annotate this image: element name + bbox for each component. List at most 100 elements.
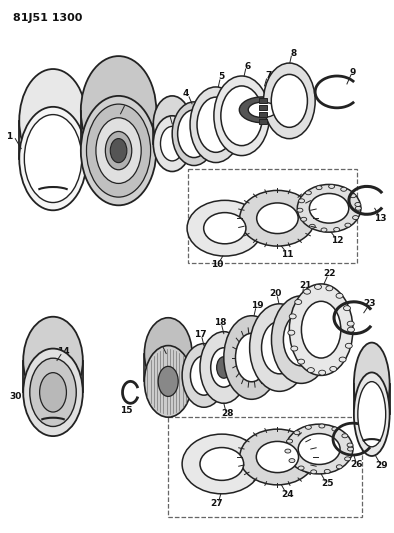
Bar — [258, 105, 266, 110]
Ellipse shape — [23, 317, 83, 404]
Ellipse shape — [289, 284, 353, 375]
Ellipse shape — [264, 63, 315, 139]
Text: 24: 24 — [281, 490, 294, 499]
Ellipse shape — [355, 206, 361, 211]
Ellipse shape — [285, 449, 291, 453]
Ellipse shape — [355, 203, 361, 206]
Text: 16: 16 — [154, 340, 167, 349]
Ellipse shape — [153, 116, 191, 172]
Text: 29: 29 — [375, 462, 388, 471]
Ellipse shape — [236, 333, 268, 382]
Ellipse shape — [316, 185, 322, 190]
Ellipse shape — [30, 358, 76, 426]
Ellipse shape — [336, 293, 343, 298]
Ellipse shape — [305, 191, 311, 195]
Ellipse shape — [298, 434, 340, 464]
Ellipse shape — [299, 199, 305, 203]
Ellipse shape — [347, 321, 354, 326]
Ellipse shape — [345, 457, 351, 461]
Ellipse shape — [301, 301, 341, 358]
Ellipse shape — [344, 305, 350, 311]
Ellipse shape — [158, 366, 178, 397]
Ellipse shape — [200, 448, 243, 480]
Ellipse shape — [40, 373, 67, 412]
Text: 20: 20 — [269, 289, 282, 298]
Ellipse shape — [330, 367, 337, 372]
Ellipse shape — [182, 344, 226, 407]
Ellipse shape — [160, 126, 184, 161]
Ellipse shape — [345, 223, 351, 227]
Ellipse shape — [339, 357, 346, 362]
Text: 4: 4 — [183, 90, 189, 99]
Ellipse shape — [287, 439, 293, 443]
Ellipse shape — [256, 441, 299, 473]
Ellipse shape — [256, 203, 298, 233]
Text: 17: 17 — [194, 330, 206, 339]
Ellipse shape — [342, 434, 348, 438]
Text: 14: 14 — [57, 347, 69, 356]
Text: 19: 19 — [251, 301, 264, 310]
Ellipse shape — [294, 431, 300, 435]
Bar — [168, 417, 362, 516]
Ellipse shape — [307, 368, 314, 373]
Ellipse shape — [309, 224, 315, 228]
Text: 5: 5 — [219, 72, 225, 82]
Ellipse shape — [353, 215, 359, 220]
Ellipse shape — [250, 304, 309, 391]
Ellipse shape — [224, 316, 279, 399]
Ellipse shape — [285, 424, 353, 474]
Ellipse shape — [110, 139, 127, 163]
Ellipse shape — [96, 118, 141, 183]
Ellipse shape — [271, 75, 307, 127]
Ellipse shape — [81, 96, 156, 205]
Ellipse shape — [297, 208, 303, 212]
Text: 15: 15 — [120, 406, 133, 415]
Ellipse shape — [298, 466, 304, 470]
Ellipse shape — [326, 286, 333, 291]
Text: 30: 30 — [9, 392, 22, 401]
Ellipse shape — [329, 184, 335, 188]
Ellipse shape — [153, 96, 191, 151]
Text: 81J51 1300: 81J51 1300 — [13, 13, 83, 23]
Ellipse shape — [354, 373, 390, 456]
Ellipse shape — [295, 300, 302, 304]
Ellipse shape — [214, 76, 269, 156]
Ellipse shape — [221, 86, 262, 146]
Ellipse shape — [319, 424, 325, 428]
Ellipse shape — [283, 313, 319, 366]
Text: 21: 21 — [299, 281, 312, 290]
Text: 26: 26 — [351, 461, 363, 470]
Ellipse shape — [144, 318, 192, 389]
Ellipse shape — [311, 470, 317, 474]
Ellipse shape — [248, 102, 277, 118]
Ellipse shape — [190, 87, 242, 163]
Ellipse shape — [321, 228, 327, 232]
Text: 10: 10 — [211, 260, 223, 269]
Text: 6: 6 — [245, 61, 251, 70]
Text: 3: 3 — [165, 109, 171, 118]
Ellipse shape — [144, 345, 192, 417]
Ellipse shape — [197, 97, 235, 152]
Ellipse shape — [341, 187, 347, 191]
Ellipse shape — [200, 332, 248, 403]
Ellipse shape — [288, 330, 295, 335]
Bar — [258, 98, 266, 103]
Ellipse shape — [172, 102, 216, 166]
Text: 9: 9 — [350, 68, 356, 77]
Bar — [188, 168, 357, 263]
Text: 22: 22 — [323, 270, 335, 278]
Text: 25: 25 — [321, 479, 333, 488]
Ellipse shape — [358, 382, 386, 447]
Ellipse shape — [182, 434, 262, 494]
Ellipse shape — [204, 213, 246, 244]
Text: 27: 27 — [210, 499, 223, 508]
Ellipse shape — [240, 429, 315, 485]
Ellipse shape — [19, 107, 87, 211]
Ellipse shape — [347, 443, 353, 447]
Ellipse shape — [23, 349, 83, 436]
Ellipse shape — [289, 314, 296, 319]
Ellipse shape — [314, 285, 322, 289]
Ellipse shape — [81, 56, 156, 166]
Ellipse shape — [301, 217, 307, 221]
Text: 23: 23 — [364, 300, 376, 308]
